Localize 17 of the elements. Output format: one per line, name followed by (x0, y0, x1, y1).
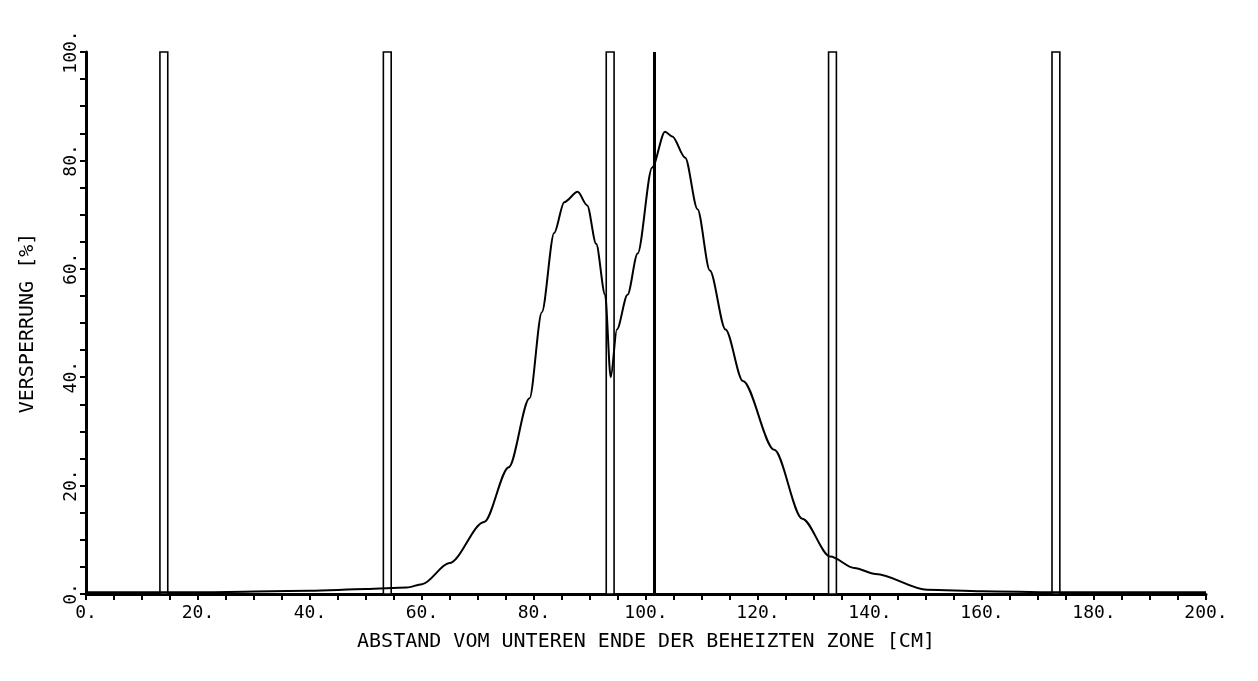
x-tick-label: 100. (624, 600, 668, 622)
x-tick-label: 120. (736, 600, 780, 622)
x-tick-label: 140. (848, 600, 892, 622)
x-tick-label: 180. (1072, 600, 1116, 622)
y-tick-label: 100. (58, 30, 80, 74)
x-tick-label: 200. (1184, 600, 1228, 622)
y-tick-label: 20. (58, 469, 80, 502)
x-tick-label: 20. (181, 600, 215, 622)
x-axis-title: ABSTAND VOM UNTEREN ENDE DER BEHEIZTEN ZONE [CM] (357, 628, 935, 652)
x-tick-label: 60. (405, 600, 439, 622)
y-tick-label: 80. (58, 144, 80, 177)
x-tick-label: 160. (960, 600, 1004, 622)
y-tick-label: 40. (58, 360, 80, 394)
x-tick-label: 40. (293, 600, 327, 622)
y-axis-title: VERSPERRUNG [%] (14, 232, 38, 414)
y-tick-label: 60. (58, 252, 80, 286)
x-tick-label: 80. (517, 600, 551, 622)
